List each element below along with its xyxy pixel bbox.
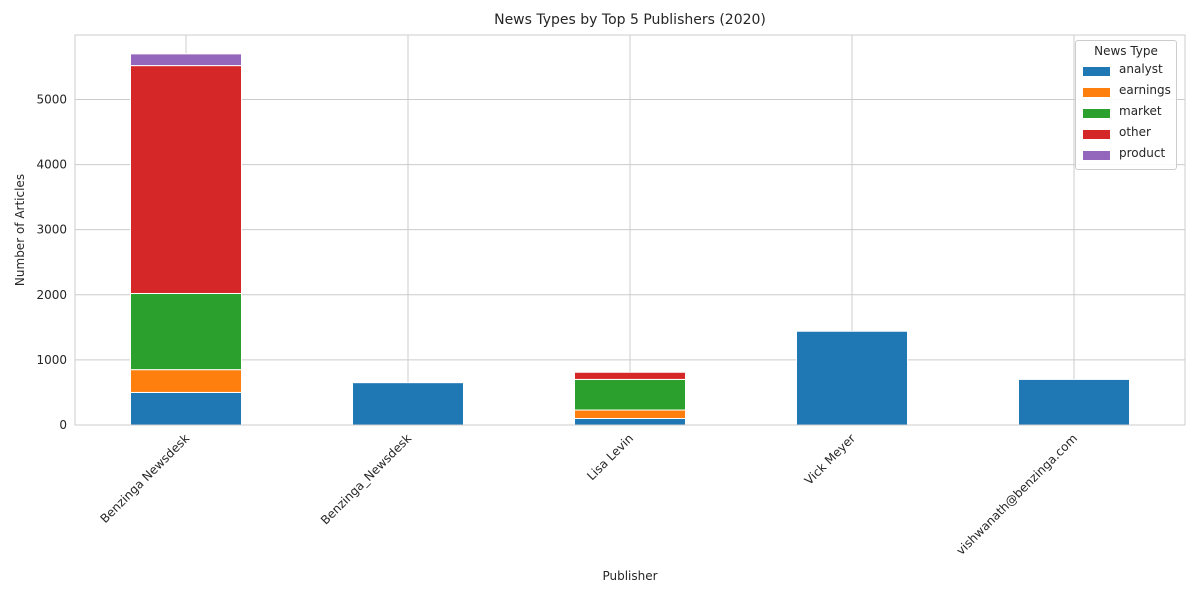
x-axis-ticks: Benzinga Newsdesk Benzinga_Newsdesk Lisa L… [97, 431, 1080, 558]
bar-product [130, 53, 242, 67]
grid-lines [75, 35, 1185, 426]
bar-analyst [352, 382, 464, 426]
legend-label: earnings [1119, 83, 1171, 97]
bar-earnings [574, 409, 686, 419]
bar-other [130, 65, 242, 294]
bar-earnings [130, 369, 242, 393]
legend-item-other: other [1076, 125, 1176, 146]
bar-market [574, 378, 686, 411]
bar-analyst [574, 417, 686, 426]
y-tick-label: 2000 [36, 288, 67, 302]
y-tick-label: 3000 [36, 223, 67, 237]
plot-border [74, 34, 1186, 426]
legend-label: market [1119, 104, 1162, 118]
legend-item-product: product [1076, 146, 1176, 167]
y-tick-label: 1000 [36, 353, 67, 367]
legend-item-analyst: analyst [1076, 62, 1176, 83]
legend-title: News Type [1094, 44, 1158, 58]
plot-frame [74, 34, 1186, 426]
legend-swatch [1083, 88, 1110, 97]
legend-label: analyst [1119, 62, 1163, 76]
x-tick-label: Vick Meyer [802, 431, 858, 487]
legend-swatch [1083, 130, 1110, 139]
bar-stacks [130, 53, 1130, 426]
x-tick-label: Benzinga_Newsdesk [318, 431, 414, 527]
y-axis-ticks: 0 1000 2000 3000 4000 5000 [36, 92, 67, 432]
bar-analyst [1018, 378, 1130, 426]
legend: News Type analyst earnings market other prod… [1075, 40, 1177, 170]
y-axis-label: Number of Articles [13, 173, 27, 287]
y-tick-label: 4000 [36, 158, 67, 172]
legend-item-market: market [1076, 104, 1176, 125]
legend-item-earnings: earnings [1076, 83, 1176, 104]
legend-label: product [1119, 146, 1166, 160]
chart-title: News Types by Top 5 Publishers (2020) [494, 12, 766, 28]
bar-other [574, 371, 686, 380]
x-tick-label: Benzinga Newsdesk [97, 431, 192, 526]
bar-market [130, 292, 242, 371]
bar-analyst [130, 391, 242, 426]
legend-swatch [1083, 67, 1110, 76]
bar-analyst [796, 330, 908, 426]
x-axis-label: Publisher [602, 569, 658, 583]
y-tick-label: 0 [59, 418, 67, 432]
x-tick-label: Lisa Levin [584, 431, 636, 483]
legend-swatch [1083, 151, 1110, 160]
x-tick-label: vishwanath@benzinga.com [954, 431, 1081, 558]
y-tick-label: 5000 [36, 92, 67, 106]
legend-label: other [1119, 125, 1151, 139]
legend-swatch [1083, 109, 1110, 118]
